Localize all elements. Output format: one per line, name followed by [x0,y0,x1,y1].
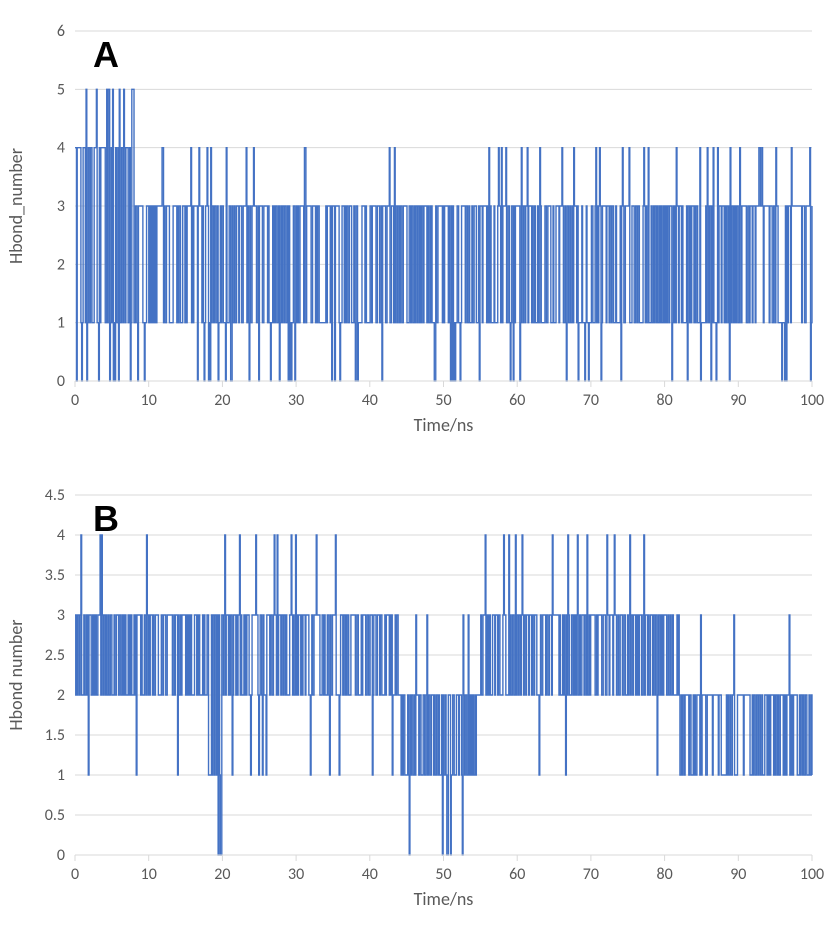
panel-letter: A [93,34,119,75]
svg-text:10: 10 [141,865,157,884]
svg-text:2.5: 2.5 [45,646,65,665]
x-axis: 0 10 20 30 40 50 60 70 80 90 100 [71,381,824,410]
svg-text:1: 1 [57,766,65,785]
svg-text:60: 60 [509,865,525,884]
svg-text:70: 70 [583,865,599,884]
x-axis: 0 10 20 30 40 50 60 70 80 90 100 [71,855,824,884]
svg-text:80: 80 [656,865,672,884]
panel-letter: B [93,498,119,539]
svg-text:0: 0 [71,865,79,884]
y-axis-label: Hbond_number [5,148,27,264]
svg-text:6: 6 [57,22,65,41]
x-axis-label: Time/ns [414,414,474,436]
svg-text:0: 0 [57,372,65,391]
svg-text:1: 1 [57,314,65,333]
svg-text:100: 100 [800,865,824,884]
svg-text:2: 2 [57,255,65,274]
svg-text:100: 100 [800,391,824,410]
svg-text:5: 5 [57,80,65,99]
y-axis: 0 0.5 1 1.5 2 2.5 3 3.5 4 4.5 [45,486,65,865]
svg-text:3: 3 [57,606,65,625]
svg-text:4: 4 [57,139,65,158]
svg-text:10: 10 [141,391,157,410]
x-axis-label: Time/ns [414,888,474,910]
y-axis-label: Hbond number [5,619,27,730]
figure-container: { "figure": { "width": 827, "height": 92… [0,0,827,927]
figure-svg: 01020304050607080901000123456Time/nsHbon… [0,0,827,927]
svg-text:2: 2 [57,686,65,705]
svg-text:4.5: 4.5 [45,486,65,505]
svg-text:40: 40 [362,865,378,884]
panel-A: 0 10 20 30 40 50 60 70 80 90 100 0 1 2 3 4 5 6 Time/ns Hbon… [5,22,824,436]
panel-B: 0 10 20 30 40 50 60 70 80 90 100 0 0.5 1 1.5 2 2.5 3 3.5 4 4… [5,486,824,910]
svg-text:4: 4 [57,526,65,545]
svg-text:20: 20 [214,391,230,410]
svg-text:60: 60 [509,391,525,410]
svg-text:40: 40 [362,391,378,410]
svg-text:0: 0 [71,391,79,410]
svg-text:50: 50 [435,865,451,884]
svg-text:50: 50 [435,391,451,410]
svg-text:0.5: 0.5 [45,806,65,825]
hbond-trace [75,89,812,381]
svg-text:3.5: 3.5 [45,566,65,585]
svg-text:90: 90 [730,391,746,410]
svg-text:3: 3 [57,197,65,216]
svg-text:20: 20 [214,865,230,884]
svg-text:30: 30 [288,865,304,884]
svg-text:0: 0 [57,846,65,865]
svg-text:80: 80 [656,391,672,410]
y-axis: 0 1 2 3 4 5 6 [57,22,65,391]
svg-text:1.5: 1.5 [45,726,65,745]
hbond-trace [75,535,812,855]
svg-text:90: 90 [730,865,746,884]
svg-text:70: 70 [583,391,599,410]
svg-text:30: 30 [288,391,304,410]
